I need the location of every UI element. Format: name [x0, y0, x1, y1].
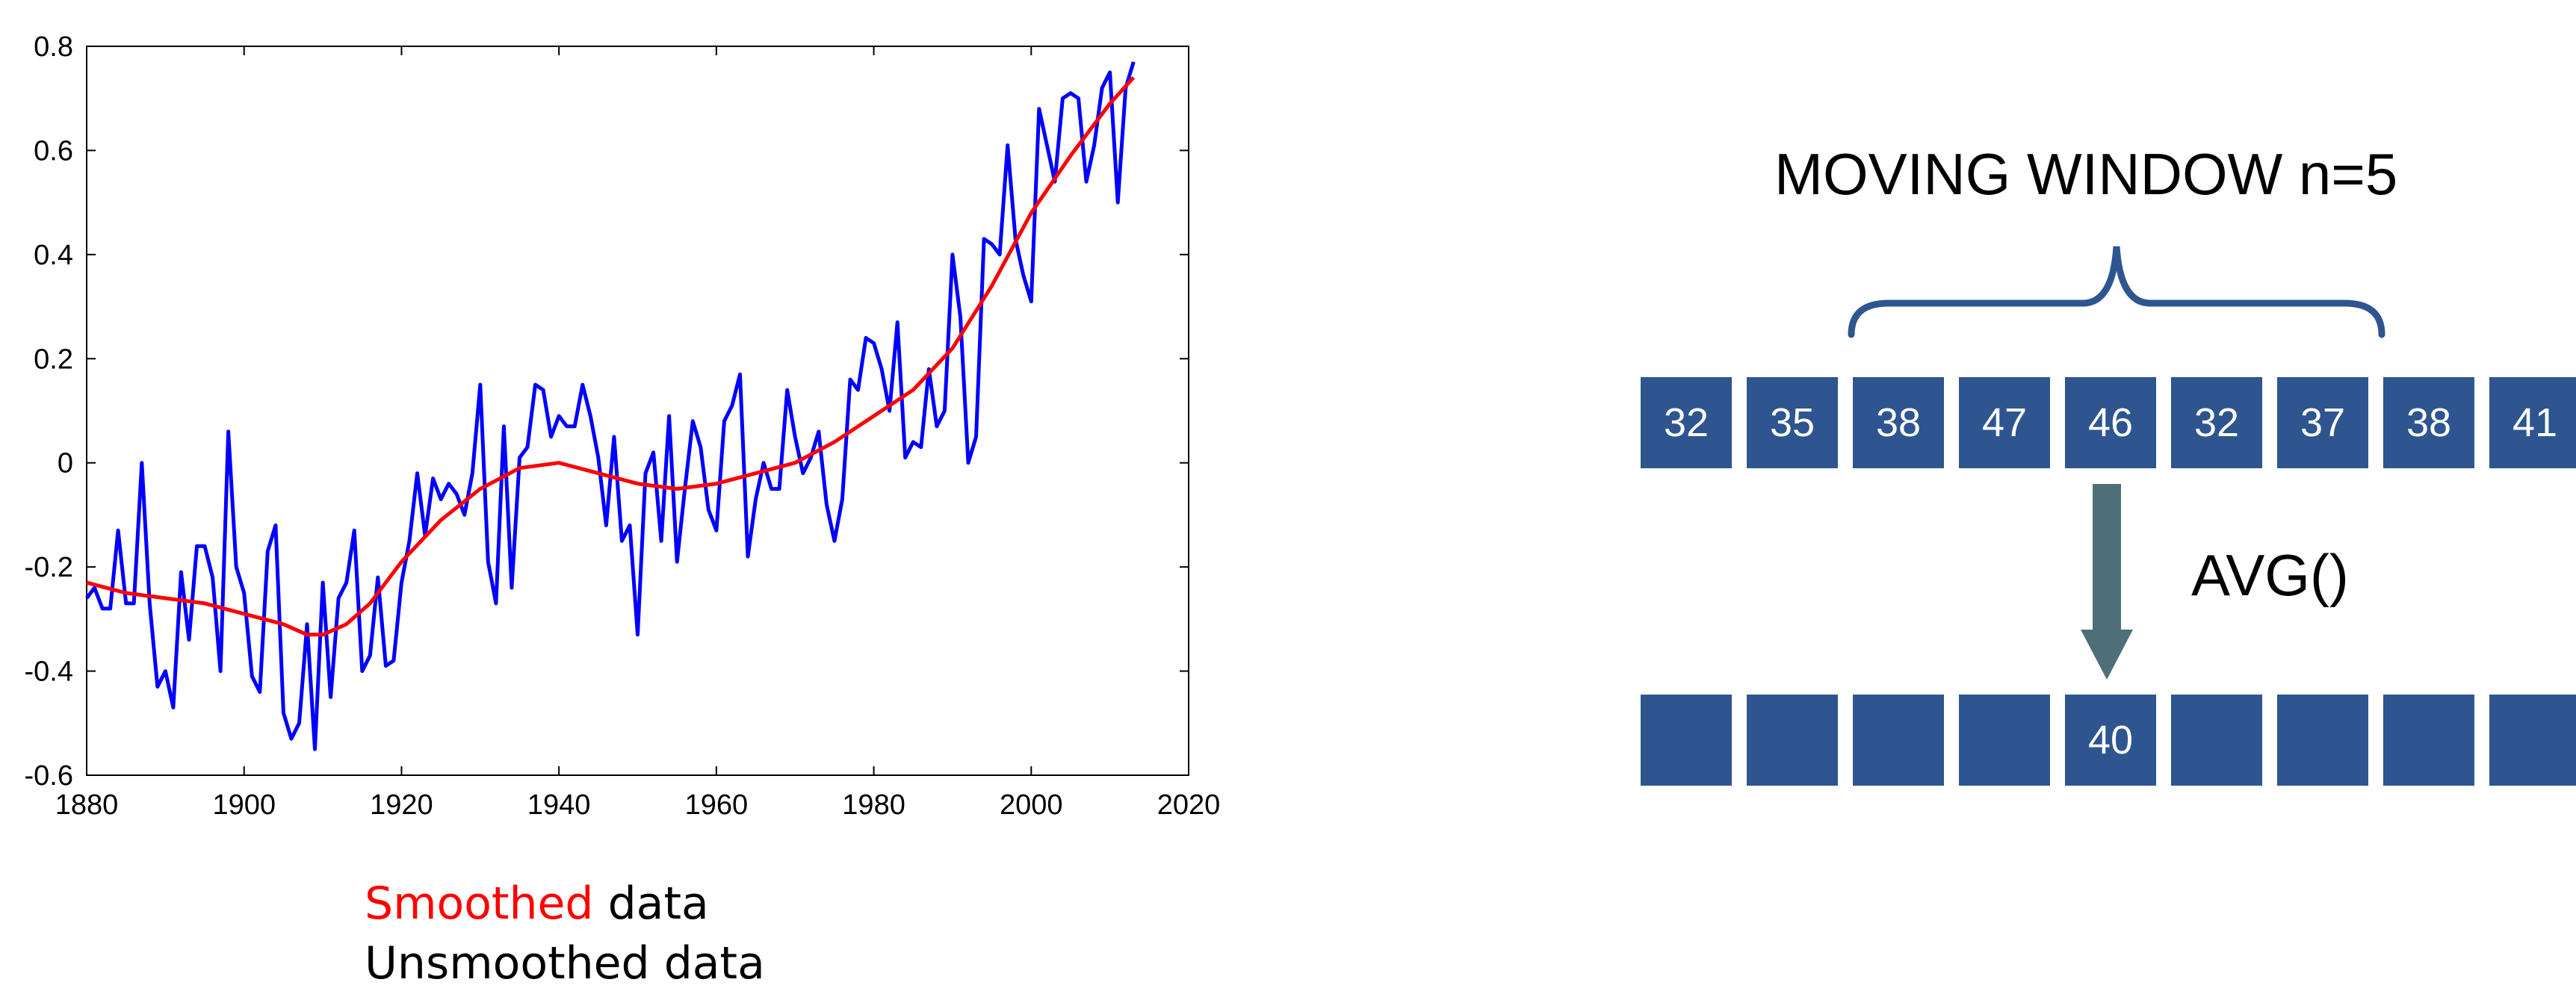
x-tick-label: 1880	[55, 789, 119, 821]
input-cell: 35	[1747, 377, 1838, 468]
input-cell: 37	[2277, 377, 2368, 468]
legend-unsmoothed: Unsmoothed data	[365, 937, 765, 990]
output-cell	[2383, 695, 2474, 786]
x-tick-label: 1960	[685, 789, 749, 821]
output-cell	[2277, 695, 2368, 786]
output-cell	[1853, 695, 1944, 786]
output-cell	[1747, 695, 1838, 786]
x-tick-label: 1940	[527, 789, 591, 821]
output-cell	[2489, 695, 2576, 786]
x-tick-label: 1920	[370, 789, 433, 821]
output-cell	[1641, 695, 1732, 786]
legend-smoothed: Smoothed data	[365, 874, 765, 934]
y-tick-label: 0.6	[34, 135, 73, 167]
input-cell: 38	[2383, 377, 2474, 468]
x-tick-label: 2020	[1157, 789, 1221, 821]
legend-smoothed-rest: data	[593, 878, 709, 930]
x-axis: 1880 1900 1920 1940 1960 1980 2000 2020	[55, 46, 1221, 821]
input-cell: 47	[1959, 377, 2050, 468]
y-axis: 0.8 0.6 0.4 0.2 0 -0.2 -0.4 -0.6	[25, 31, 1189, 792]
input-cell: 38	[1853, 377, 1944, 468]
legend: Smoothed data Unsmoothed data	[365, 874, 765, 993]
y-tick-label: -0.4	[25, 656, 73, 688]
y-tick-label: -0.6	[25, 760, 73, 792]
x-tick-label: 1900	[212, 789, 276, 821]
window-brace	[1848, 246, 2385, 338]
output-cell	[1959, 695, 2050, 786]
avg-function-label: AVG()	[2191, 542, 2349, 608]
temperature-chart: 1880 1900 1920 1940 1960 1980 2000 2020 0.80.60…	[25, 31, 1221, 821]
input-cell: 32	[1641, 377, 1732, 468]
input-cell: 41	[2489, 377, 2576, 468]
input-cell: 46	[2065, 377, 2156, 468]
smoothed-series-line	[86, 76, 1136, 637]
y-tick-label: -0.2	[25, 552, 73, 583]
output-cell	[2171, 695, 2262, 786]
diagram-title: MOVING WINDOW n=5	[1774, 141, 2398, 207]
input-cell: 32	[2171, 377, 2262, 468]
legend-smoothed-word: Smoothed	[365, 878, 594, 930]
x-tick-label: 1980	[842, 789, 905, 821]
x-tick-label: 2000	[1000, 789, 1063, 821]
unsmoothed-series-line	[85, 61, 1136, 751]
output-cell: 40	[2065, 695, 2156, 786]
y-tick-label: 0.4	[34, 240, 73, 271]
down-arrow-icon	[2081, 484, 2133, 680]
y-tick-label: 0.8	[34, 31, 73, 63]
y-tick-label: 0	[58, 448, 73, 479]
y-tick-label: 0.2	[34, 344, 73, 375]
